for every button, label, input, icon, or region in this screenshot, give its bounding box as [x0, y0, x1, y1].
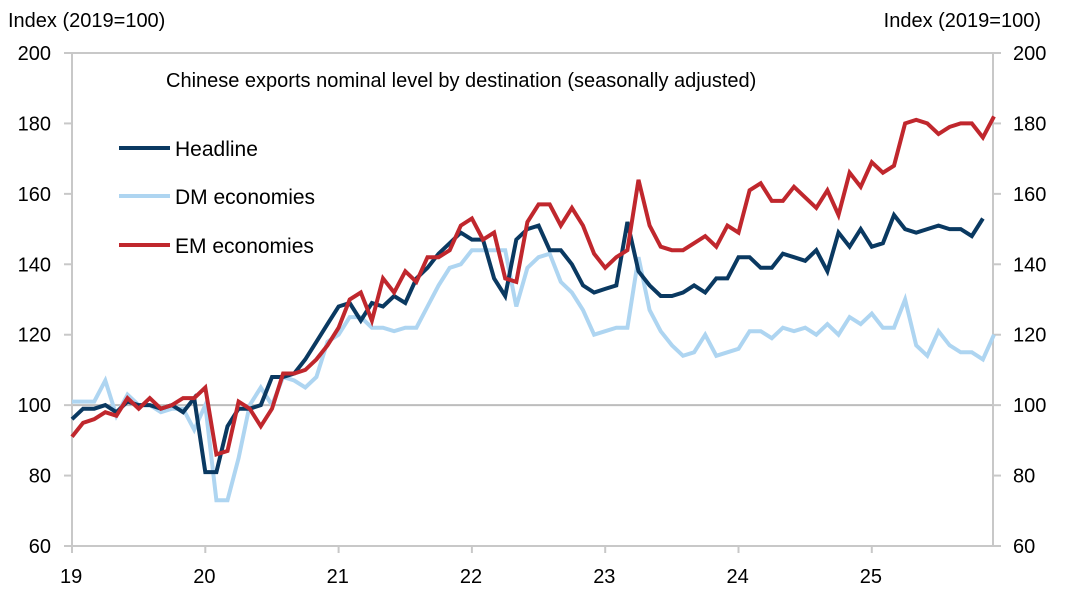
y-axis-right: 60 80 100 120 140 160 180 200	[993, 43, 1046, 558]
legend: Headline DM economies EM economies	[119, 138, 315, 258]
y-tick-label-left: 80	[29, 466, 51, 488]
x-tick-label: 22	[460, 566, 482, 588]
grid	[64, 52, 1001, 407]
x-tick-label: 23	[593, 566, 615, 588]
y-tick-label-left: 140	[18, 254, 51, 276]
series-line-em-economies	[70, 115, 996, 458]
legend-label-headline: Headline	[175, 138, 258, 161]
y-tick-label-left: 200	[18, 43, 51, 65]
x-tick-label: 25	[860, 566, 882, 588]
y-axis-left-title: Index (2019=100)	[8, 10, 165, 32]
y-tick-label-left: 120	[18, 325, 51, 347]
x-tick-label: 19	[60, 566, 82, 588]
y-tick-label-right: 140	[1013, 254, 1046, 276]
chart-title: Chinese exports nominal level by destina…	[166, 70, 756, 92]
x-tick-label: 21	[327, 566, 349, 588]
series-line-dm-economies	[72, 248, 996, 503]
x-axis: 19 20 21 22 23 24 25	[60, 546, 882, 588]
y-tick-label-right: 80	[1013, 466, 1035, 488]
legend-label-em-economies: EM economies	[175, 235, 314, 258]
legend-label-dm-economies: DM economies	[175, 186, 315, 209]
y-tick-label-left: 60	[29, 536, 51, 558]
y-tick-label-right: 160	[1013, 184, 1046, 206]
y-tick-label-right: 200	[1013, 43, 1046, 65]
series-lines	[70, 115, 996, 503]
y-tick-label-right: 180	[1013, 113, 1046, 135]
axes	[64, 53, 1001, 547]
y-tick-label-left: 100	[18, 395, 51, 417]
y-axis-left: 60 80 100 120 140 160 180 200	[18, 43, 72, 558]
x-tick-label: 20	[193, 566, 215, 588]
y-axis-right-title: Index (2019=100)	[884, 10, 1041, 32]
y-tick-label-left: 160	[18, 184, 51, 206]
y-tick-label-right: 100	[1013, 395, 1046, 417]
y-tick-label-right: 120	[1013, 325, 1046, 347]
x-tick-label: 24	[727, 566, 749, 588]
y-tick-label-left: 180	[18, 113, 51, 135]
y-tick-label-right: 60	[1013, 536, 1035, 558]
